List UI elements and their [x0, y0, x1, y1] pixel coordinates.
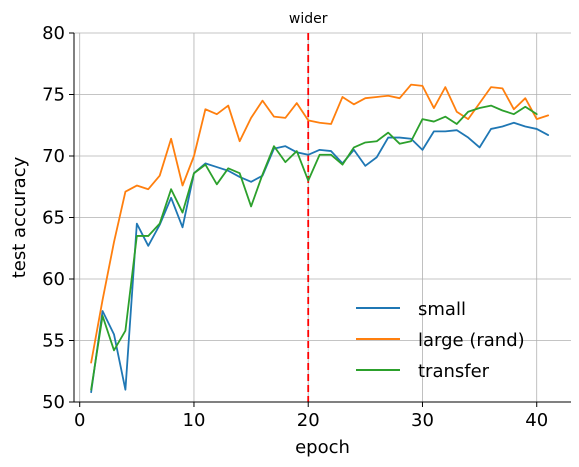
y-tick-label-0: 50: [42, 392, 65, 413]
x-axis-label: epoch: [295, 437, 350, 458]
x-tick-label-1: 10: [183, 410, 206, 431]
series-lines: [90, 83, 550, 394]
y-tick-label-1: 55: [42, 331, 65, 352]
x-tick-label-4: 40: [525, 410, 548, 431]
y-tick-label-4: 70: [42, 146, 65, 167]
legend-label-1: large (rand): [418, 330, 525, 351]
series-line-2: [90, 104, 538, 391]
series-line-1: [90, 83, 550, 364]
axis-ticks: 0 10 20 30 40 50 55 60 65 70 75 80: [42, 23, 548, 431]
legend-label-0: small: [418, 299, 466, 320]
axis-labels: epoch test accuracy wider: [9, 11, 350, 458]
y-tick-label-5: 75: [42, 85, 65, 106]
legend: small large (rand) transfer: [356, 299, 525, 382]
legend-label-2: transfer: [418, 361, 490, 382]
x-tick-label-0: 0: [74, 410, 85, 431]
y-axis-label: test accuracy: [9, 156, 30, 278]
annotation-label: wider: [289, 11, 328, 27]
y-tick-label-6: 80: [42, 23, 65, 44]
series-line-0: [90, 121, 550, 394]
x-tick-label-3: 30: [411, 410, 434, 431]
y-tick-label-2: 60: [42, 269, 65, 290]
x-tick-label-2: 20: [297, 410, 320, 431]
y-tick-label-3: 65: [42, 208, 65, 229]
